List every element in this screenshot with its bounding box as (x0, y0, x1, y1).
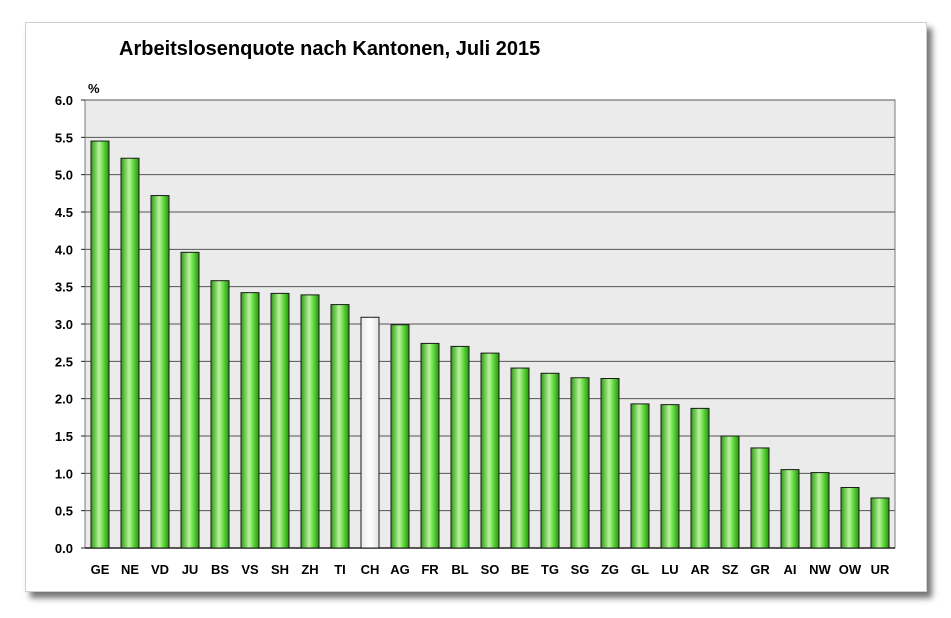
bar-ne (120, 157, 140, 549)
x-tick-label: TG (541, 562, 559, 577)
bar-vd (150, 195, 170, 549)
x-tick-label: OW (839, 562, 862, 577)
x-tick-label: BS (211, 562, 229, 577)
bar-zh (300, 294, 320, 549)
x-tick-label: VS (241, 562, 259, 577)
bar-gl (630, 403, 650, 549)
bar-be (510, 367, 530, 549)
x-tick-label: CH (361, 562, 380, 577)
bar-lu (660, 404, 680, 549)
bar-gr (750, 447, 770, 549)
bar-sz (720, 435, 740, 549)
x-tick-label: GL (631, 562, 649, 577)
bar-zg (600, 378, 620, 549)
x-tick-label: ZG (601, 562, 619, 577)
bar-nw (810, 472, 830, 549)
x-tick-label: GE (91, 562, 110, 577)
x-tick-label: SG (571, 562, 590, 577)
x-tick-label: UR (871, 562, 890, 577)
y-axis-unit: % (88, 81, 100, 96)
bar-bl (450, 345, 470, 549)
bar-ur (870, 497, 890, 549)
bar-sh (270, 292, 290, 549)
y-tick-label: 3.5 (55, 280, 73, 295)
y-tick-label: 2.0 (55, 392, 73, 407)
x-tick-label: SH (271, 562, 289, 577)
bars (90, 140, 890, 549)
x-tick-label: LU (661, 562, 678, 577)
y-tick-label: 0.0 (55, 541, 73, 556)
y-tick-label: 3.0 (55, 317, 73, 332)
x-tick-label: FR (421, 562, 439, 577)
x-tick-label: JU (182, 562, 199, 577)
y-tick-label: 1.0 (55, 466, 73, 481)
bar-ju (180, 251, 200, 549)
x-tick-label: AI (784, 562, 797, 577)
y-tick-label: 2.5 (55, 354, 73, 369)
bar-so (480, 352, 500, 549)
x-tick-label: ZH (301, 562, 318, 577)
y-tick-label: 6.0 (55, 93, 73, 108)
x-tick-label: SZ (722, 562, 739, 577)
bar-tg (540, 372, 560, 549)
y-tick-label: 4.0 (55, 242, 73, 257)
x-tick-label: GR (750, 562, 770, 577)
x-tick-label: BL (451, 562, 468, 577)
bar-ti (330, 304, 350, 549)
y-tick-label: 5.5 (55, 130, 73, 145)
bar-ge (90, 140, 110, 549)
y-tick-label: 5.0 (55, 168, 73, 183)
x-tick-label: SO (481, 562, 500, 577)
x-tick-label: NW (809, 562, 831, 577)
bar-bs (210, 280, 230, 549)
bar-ai (780, 469, 800, 549)
x-tick-label: NE (121, 562, 139, 577)
bar-ow (840, 487, 860, 549)
y-tick-label: 1.5 (55, 429, 73, 444)
y-axis-ticks: 0.0 0.5 1.0 1.5 2.0 2.5 3.0 3.5 4.0 4.5 5.0 5.5 6.0 (55, 93, 73, 556)
bar-vs (240, 292, 260, 549)
y-tick-label: 0.5 (55, 504, 73, 519)
y-tick-label: 4.5 (55, 205, 73, 220)
x-tick-label: VD (151, 562, 169, 577)
bar-ch (360, 316, 380, 549)
x-tick-label: TI (334, 562, 346, 577)
x-tick-label: AR (691, 562, 710, 577)
x-tick-label: BE (511, 562, 529, 577)
x-axis-ticks: GE NE VD JU BS VS SH ZH TI CH AG FR BL SO BE TG SG ZG GL LU… (91, 562, 890, 577)
bar-sg (570, 377, 590, 549)
bar-fr (420, 342, 440, 549)
x-tick-label: AG (390, 562, 410, 577)
bar-ag (390, 324, 410, 549)
bar-ar (690, 407, 710, 549)
chart-title: Arbeitslosenquote nach Kantonen, Juli 20… (119, 38, 541, 60)
